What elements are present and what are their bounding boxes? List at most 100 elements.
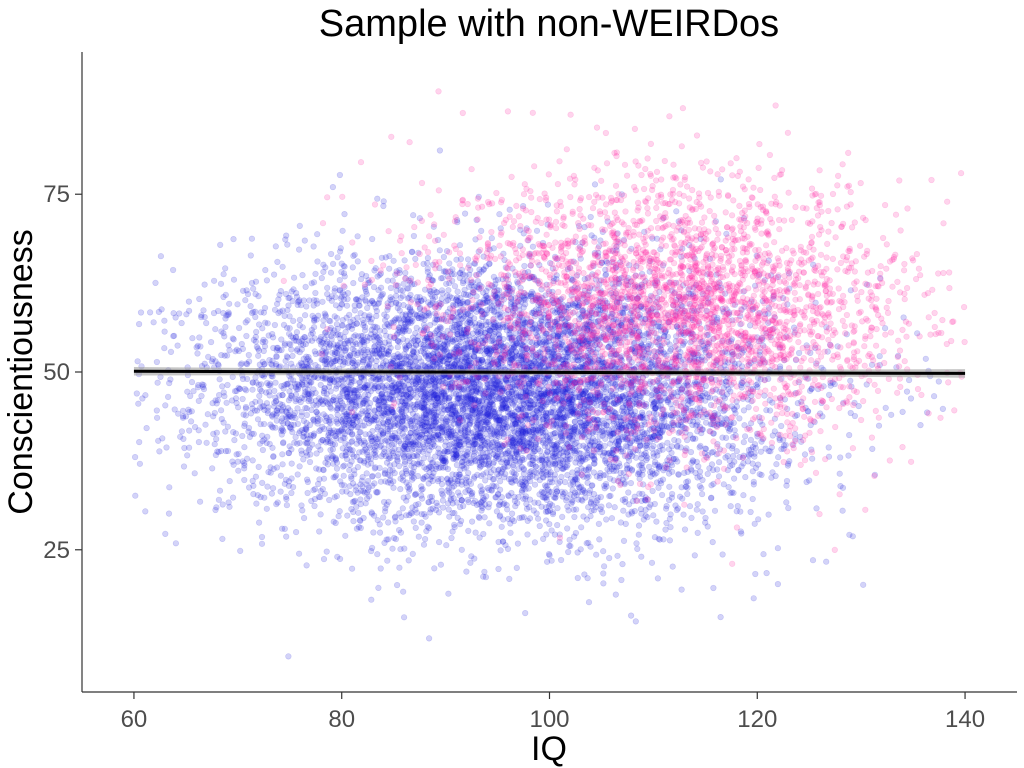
scatter-point (495, 565, 502, 573)
scatter-point (326, 317, 333, 324)
scatter-point (446, 260, 453, 267)
scatter-point (340, 412, 347, 419)
scatter-point (485, 351, 493, 358)
scatter-point (414, 422, 421, 430)
scatter-point (344, 512, 351, 519)
scatter-point (747, 508, 754, 516)
scatter-point (561, 307, 568, 314)
scatter-point (150, 319, 157, 326)
scatter-point (217, 280, 225, 287)
scatter-point (406, 487, 413, 495)
scatter-point (745, 452, 753, 459)
scatter-point (343, 302, 351, 309)
scatter-point (839, 484, 847, 491)
scatter-point (371, 480, 378, 487)
scatter-point (381, 539, 388, 547)
scatter-point (398, 407, 405, 415)
scatter-point (245, 424, 253, 432)
scatter-point (588, 232, 595, 239)
scatter-point (546, 377, 553, 384)
scatter-point (357, 487, 365, 494)
scatter-point (180, 463, 188, 470)
scatter-point (734, 503, 741, 510)
scatter-point (610, 316, 618, 323)
scatter-point (372, 323, 379, 330)
scatter-point (659, 442, 666, 449)
scatter-point (188, 418, 195, 425)
scatter-point (404, 318, 411, 325)
scatter-point (312, 362, 319, 369)
scatter-point (513, 564, 520, 572)
scatter-point (766, 407, 774, 414)
scatter-point (509, 381, 516, 388)
scatter-point (502, 404, 509, 411)
scatter-point (388, 435, 395, 442)
scatter-point (403, 407, 410, 414)
scatter-point (477, 359, 484, 366)
scatter-point (763, 569, 770, 577)
scatter-point (715, 473, 723, 480)
scatter-point (462, 432, 469, 440)
scatter-point (536, 310, 543, 317)
scatter-point (598, 503, 605, 510)
scatter-point (413, 312, 421, 320)
scatter-point (506, 575, 513, 583)
scatter-point (351, 350, 358, 357)
scatter-point (591, 181, 599, 188)
scatter-point (298, 394, 305, 401)
scatter-point (310, 386, 317, 393)
scatter-point (587, 213, 594, 221)
scatter-point (147, 309, 154, 316)
scatter-point (284, 354, 291, 361)
scatter-point (652, 362, 660, 369)
scatter-point (684, 490, 691, 498)
scatter-point (236, 324, 243, 332)
scatter-point (681, 382, 688, 389)
scatter-point (380, 514, 387, 521)
scatter-point (582, 421, 589, 429)
scatter-point (420, 260, 427, 268)
scatter-point (496, 332, 503, 339)
scatter-point (669, 563, 676, 570)
scatter-point (869, 445, 876, 453)
scatter-point (200, 307, 207, 314)
scatter-point (267, 382, 274, 389)
scatter-point (402, 269, 409, 277)
scatter-point (632, 618, 639, 625)
scatter-point (522, 387, 530, 395)
scatter-point (341, 211, 348, 218)
scatter-point (536, 299, 543, 306)
scatter-point (506, 206, 513, 213)
scatter-point (339, 227, 346, 234)
scatter-point (165, 393, 172, 401)
scatter-point (481, 390, 488, 397)
scatter-point (557, 344, 564, 351)
scatter-point (577, 325, 584, 332)
scatter-point (550, 494, 558, 501)
scatter-point (612, 591, 619, 598)
scatter-point (717, 613, 724, 621)
scatter-point (534, 362, 542, 369)
scatter-point (292, 391, 300, 398)
scatter-point (678, 586, 685, 593)
scatter-point (334, 553, 341, 560)
scatter-point (635, 531, 642, 538)
scatter-point (588, 314, 595, 321)
scatter-point (778, 446, 785, 453)
scatter-point (378, 403, 385, 410)
scatter-point (189, 335, 196, 342)
scatter-point (816, 410, 824, 417)
scatter-point (162, 402, 169, 409)
scatter-point (559, 402, 566, 409)
scatter-point (371, 347, 378, 354)
scatter-point (203, 439, 210, 446)
scatter-point (458, 427, 465, 435)
scatter-point (554, 521, 561, 529)
scatter-point (244, 291, 252, 298)
scatter-point (259, 403, 266, 410)
scatter-point (439, 497, 447, 504)
scatter-point (606, 405, 614, 412)
scatter-point (674, 442, 681, 450)
scatter-point (536, 336, 543, 343)
